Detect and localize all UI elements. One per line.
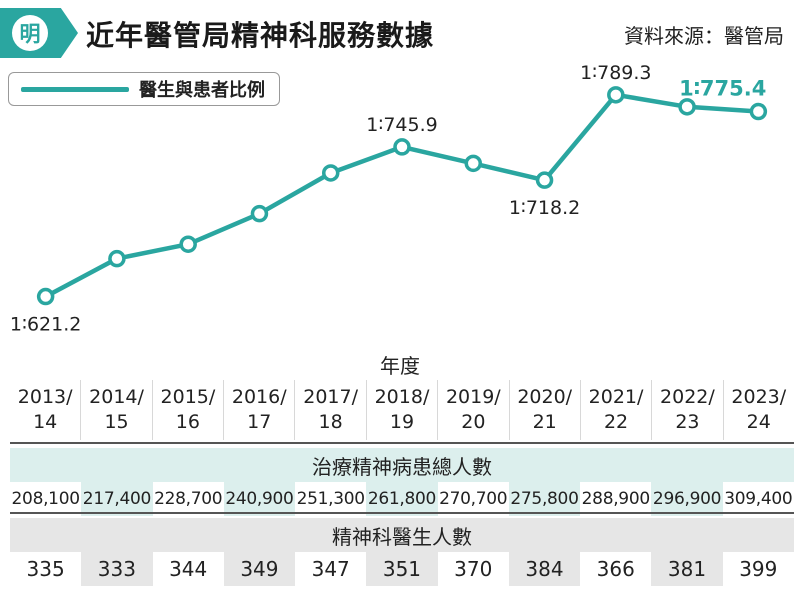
data-source: 資料來源：醫管局 xyxy=(624,24,784,48)
chart-header: 明 近年醫管局精神科服務數據 資料來源：醫管局 xyxy=(0,0,800,66)
data-label: 1∶621.2 xyxy=(10,314,81,336)
doctors-table-row: 335 333 344 349 347 351 370 384 366 381 399 xyxy=(10,552,794,586)
x-tick-label-line1: 2013/ xyxy=(17,386,73,408)
x-tick-label-line1: 2014/ xyxy=(89,386,144,408)
doctors-count-cell: 349 xyxy=(223,552,296,586)
doctors-count-cell: 384 xyxy=(508,552,581,586)
patients-count-cell: 275,800 xyxy=(508,482,581,516)
data-point xyxy=(464,154,483,173)
x-tick-label-line1: 2020/ xyxy=(517,386,573,408)
brand-logo-mark: 明 xyxy=(12,15,48,51)
data-point xyxy=(321,164,340,182)
x-tick-label-line1: 2018/ xyxy=(374,386,430,408)
x-tick-label-line1: 2021/ xyxy=(588,386,644,408)
x-tick-label: 2020/21 xyxy=(508,380,580,440)
data-point xyxy=(607,86,625,104)
doctors-count-cell: 381 xyxy=(651,552,723,586)
doctors-count-cell: 347 xyxy=(311,557,350,581)
x-tick-label: 2016/17 xyxy=(223,380,294,440)
x-tick-label-line2: 24 xyxy=(746,411,771,433)
doctors-count-cell: 370 xyxy=(454,557,493,581)
data-label-layer: 1∶621.2 1∶745.9 1∶718.2 1∶789.3 1∶775.4 xyxy=(10,62,766,336)
patients-count-cell: 296,900 xyxy=(651,482,723,516)
legend-line-swatch xyxy=(21,86,129,92)
patients-count-cell: 208,100 xyxy=(11,489,81,509)
x-tick-label-line1: 2023/ xyxy=(731,386,787,408)
data-point xyxy=(108,249,126,268)
patients-count-cell: 251,300 xyxy=(296,489,366,509)
x-tick-label-line2: 21 xyxy=(532,411,557,433)
doctors-count-cell: 335 xyxy=(26,557,65,581)
data-label: 1∶789.3 xyxy=(580,62,651,84)
x-tick-label: 2022/23 xyxy=(651,380,722,440)
chart-legend: 醫生與患者比例 xyxy=(8,72,280,106)
x-tick-label: 2023/24 xyxy=(722,380,794,440)
data-point xyxy=(749,102,768,121)
x-tick-label-line2: 22 xyxy=(603,411,629,433)
x-tick-label: 2017/18 xyxy=(294,380,365,440)
divider xyxy=(10,442,794,444)
patients-count-cell: 309,400 xyxy=(724,489,793,509)
doctors-count-cell: 399 xyxy=(739,557,778,581)
patients-table-title: 治療精神病患總人數 xyxy=(10,448,794,482)
data-point xyxy=(250,204,269,223)
x-axis-tick-labels: 2013/14 2014/15 2015/16 2016/17 2017/18 2018/… xyxy=(10,380,794,440)
patients-count-cell: 217,400 xyxy=(81,482,153,516)
x-tick-label-line1: 2015/ xyxy=(160,386,216,408)
x-tick-label-line1: 2016/ xyxy=(231,386,287,408)
divider xyxy=(10,512,794,514)
data-point xyxy=(393,138,411,156)
doctors-count-cell: 344 xyxy=(169,557,208,581)
chart-title: 近年醫管局精神科服務數據 xyxy=(86,19,435,52)
patients-count-cell: 240,900 xyxy=(223,482,296,516)
data-point xyxy=(36,287,55,306)
data-label: 1∶745.9 xyxy=(366,114,437,136)
x-tick-label: 2014/15 xyxy=(80,380,151,440)
data-label: 1∶718.2 xyxy=(509,197,580,219)
patients-count-cell: 261,800 xyxy=(366,482,438,516)
patients-count-cell: 228,700 xyxy=(154,489,223,509)
doctors-count-cell: 351 xyxy=(366,552,438,586)
point-layer xyxy=(36,86,768,306)
doctors-count-cell: 333 xyxy=(81,552,153,586)
x-axis-title: 年度 xyxy=(380,354,420,378)
legend-label: 醫生與患者比例 xyxy=(139,80,265,101)
data-point xyxy=(535,171,554,189)
x-tick-label-line2: 14 xyxy=(33,411,58,433)
x-tick-label-line1: 2019/ xyxy=(445,386,501,408)
x-tick-label: 2019/20 xyxy=(437,380,508,440)
x-tick-label: 2015/16 xyxy=(151,380,223,440)
patients-count-cell: 270,700 xyxy=(439,489,508,509)
x-tick-label-line1: 2022/ xyxy=(660,386,715,408)
x-tick-label: 2013/14 xyxy=(10,380,80,440)
x-tick-label-line2: 16 xyxy=(175,411,200,433)
x-tick-label-line2: 19 xyxy=(389,411,415,433)
patients-table-row: 208,100 217,400 228,700 240,900 251,300 261,8… xyxy=(10,482,794,516)
data-point xyxy=(678,98,696,116)
x-tick-label-line2: 17 xyxy=(247,411,272,433)
x-tick-label-line2: 20 xyxy=(461,411,486,433)
x-tick-label-line1: 2017/ xyxy=(303,386,358,408)
x-tick-label: 2021/22 xyxy=(579,380,651,440)
doctors-count-cell: 366 xyxy=(596,557,635,581)
x-tick-label-line2: 15 xyxy=(104,411,129,433)
data-label: 1∶775.4 xyxy=(679,77,766,101)
x-tick-label-line2: 18 xyxy=(318,411,343,433)
x-tick-label-line2: 23 xyxy=(675,411,700,433)
patients-count-cell: 288,900 xyxy=(581,489,651,509)
data-point xyxy=(179,235,197,253)
doctors-table-title: 精神科醫生人數 xyxy=(10,518,794,552)
brand-logo: 明 xyxy=(0,8,78,58)
x-tick-label: 2018/19 xyxy=(365,380,437,440)
